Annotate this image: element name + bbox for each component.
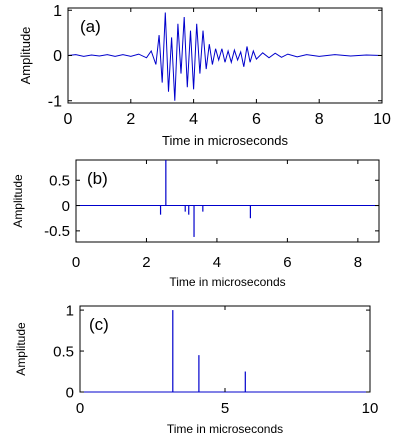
x-tick-label: 10 — [362, 400, 379, 417]
x-tick-label: 2 — [142, 254, 150, 271]
signal-trace — [67, 12, 383, 101]
plot-frame — [67, 7, 383, 104]
y-tick-label: 1 — [66, 302, 74, 319]
x-tick-label: 0 — [64, 111, 73, 128]
y-axis-label: Amplitude — [14, 322, 28, 376]
x-tick-label: 0 — [72, 254, 80, 271]
panel-3: 0 5 10 0 0.5 1 Time in microseconds Amplitude (c… — [14, 302, 378, 436]
x-tick-label: 6 — [252, 111, 261, 128]
x-axis-label: Time in microseconds — [169, 275, 285, 289]
x-tick-label: 10 — [373, 111, 391, 128]
panel-label: (b) — [87, 169, 108, 188]
x-tick-label: 6 — [283, 254, 291, 271]
y-tick-label: -1 — [48, 93, 62, 110]
x-tick-label: 8 — [315, 111, 324, 128]
y-tick-label: 0.5 — [53, 343, 74, 360]
y-tick-label: 0 — [62, 198, 70, 215]
x-tick-label: 4 — [213, 254, 221, 271]
plot-frame — [79, 305, 371, 393]
y-axis-label: Amplitude — [18, 27, 33, 85]
x-axis-label: Time in microseconds — [162, 133, 288, 148]
x-tick-label: 2 — [126, 111, 135, 128]
y-tick-label: 0 — [53, 48, 62, 65]
y-tick-label: 0 — [66, 384, 74, 401]
y-tick-label: -0.5 — [44, 223, 70, 240]
x-tick-label: 8 — [354, 254, 362, 271]
x-tick-label: 0 — [76, 400, 84, 417]
x-tick-label: 4 — [189, 111, 198, 128]
panel-label: (c) — [89, 315, 109, 334]
plot-frame — [75, 159, 380, 243]
panel-label: (a) — [80, 17, 101, 36]
y-tick-label: 0.5 — [49, 172, 70, 189]
x-axis-label: Time in microseconds — [167, 422, 283, 436]
y-tick-label: 1 — [53, 3, 62, 20]
y-axis-label: Amplitude — [11, 174, 25, 228]
x-tick-label: 5 — [221, 400, 229, 417]
